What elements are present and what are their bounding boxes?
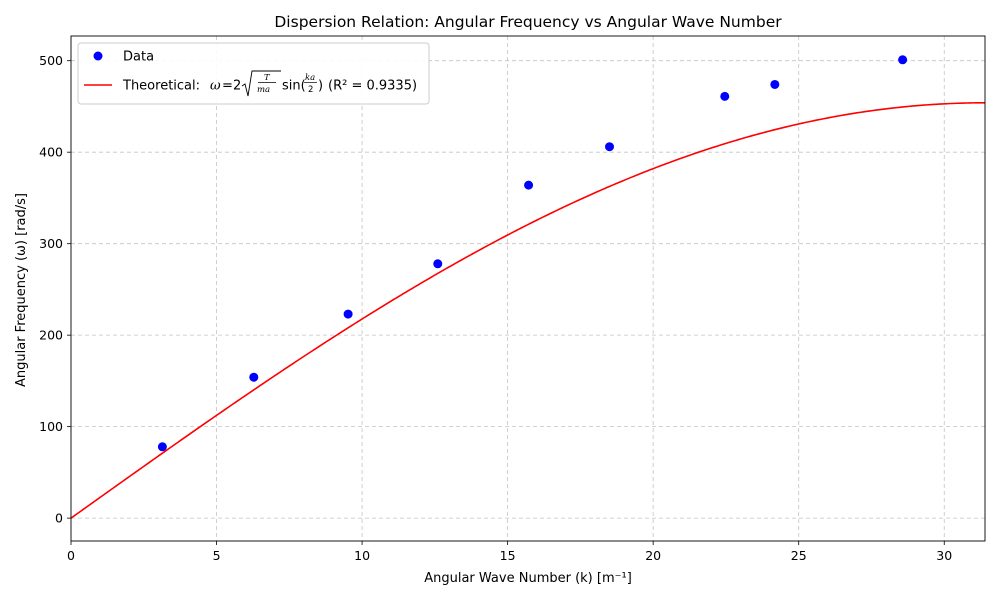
x-tick-label: 30 <box>936 548 952 563</box>
y-tick-label: 200 <box>39 328 63 343</box>
y-tick-label: 500 <box>39 53 63 68</box>
svg-text:ka: ka <box>305 73 315 83</box>
x-tick-label: 10 <box>354 548 370 563</box>
chart-title: Dispersion Relation: Angular Frequency v… <box>274 13 782 31</box>
x-tick-label: 5 <box>213 548 221 563</box>
data-point <box>770 79 780 89</box>
x-axis-label: Angular Wave Number (k) [m⁻¹] <box>424 571 632 586</box>
theory-curve-layer <box>70 101 986 519</box>
data-point <box>343 309 353 319</box>
svg-text:=: = <box>222 79 233 94</box>
y-tick-label: 0 <box>55 511 63 526</box>
legend: Data Theoretical: ω = 2 T ma sin( ka 2 )… <box>77 42 430 105</box>
svg-text:2: 2 <box>233 79 241 94</box>
y-axis-label: Angular Frequency (ω) [rad/s] <box>14 193 29 387</box>
plot-frame <box>70 35 986 542</box>
x-tick-label: 0 <box>67 548 75 563</box>
legend-theory-formula: ω = 2 T ma sin( ka 2 ) <box>210 70 323 97</box>
data-point <box>433 259 443 269</box>
svg-text:sin(: sin( <box>282 79 306 94</box>
y-tick-label: 300 <box>39 236 63 251</box>
data-point <box>524 180 534 190</box>
legend-data-label: Data <box>123 50 154 65</box>
y-tick-label: 100 <box>39 419 63 434</box>
data-point <box>605 142 615 152</box>
legend-data-marker <box>93 51 103 61</box>
theory-curve <box>70 101 986 519</box>
data-point <box>720 91 730 101</box>
x-tick-label: 25 <box>791 548 807 563</box>
data-point <box>157 442 167 452</box>
data-point <box>898 55 908 65</box>
svg-text:): ) <box>318 79 323 94</box>
legend-frame <box>77 42 430 105</box>
grid <box>70 36 985 541</box>
data-point <box>249 372 259 382</box>
data-points-layer <box>157 55 908 452</box>
axes <box>70 35 986 542</box>
y-tick-label: 400 <box>39 145 63 160</box>
svg-text:ω: ω <box>210 79 221 94</box>
legend-theory-r2: (R² = 0.9335) <box>328 79 417 94</box>
x-tick-label: 15 <box>500 548 516 563</box>
x-tick-label: 20 <box>645 548 661 563</box>
legend-theory-prefix: Theoretical: <box>122 79 200 94</box>
svg-text:T: T <box>264 73 271 83</box>
svg-text:2: 2 <box>308 85 313 95</box>
svg-text:ma: ma <box>257 85 270 95</box>
